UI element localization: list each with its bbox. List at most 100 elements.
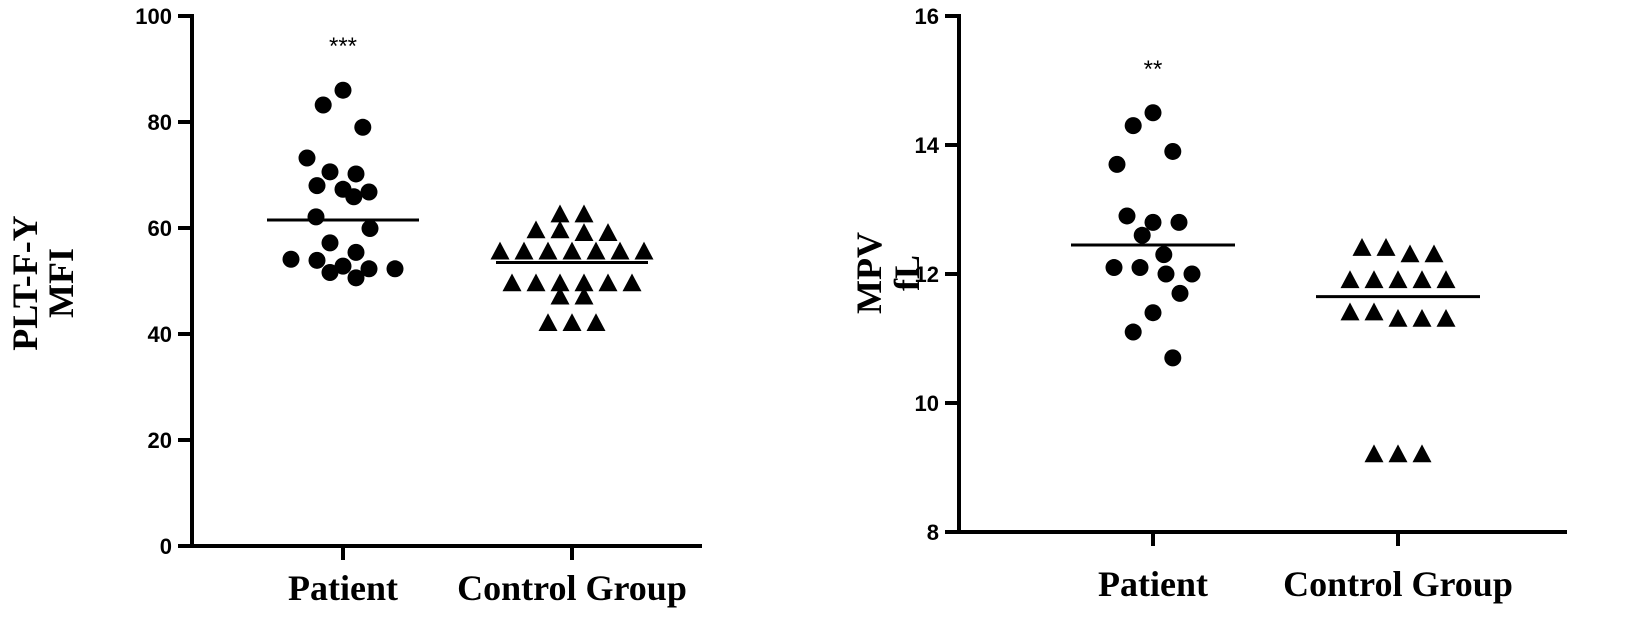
data-point-circle	[321, 163, 339, 181]
data-point-triangle	[1388, 444, 1408, 463]
data-point-triangle	[538, 241, 558, 260]
data-point-triangle	[1412, 270, 1432, 289]
y-axis-title-line: PLT-F-Y	[5, 215, 45, 350]
data-point-triangle	[1388, 308, 1408, 327]
data-point-circle	[347, 165, 365, 183]
y-tick-label: 100	[135, 4, 172, 29]
data-point-circle	[1108, 155, 1126, 173]
data-point-triangle	[1388, 270, 1408, 289]
data-point-triangle	[598, 223, 618, 241]
data-point-circle	[321, 264, 339, 282]
data-point-circle	[345, 188, 363, 206]
x-category-label: Patient	[288, 568, 398, 608]
data-point-circle	[1133, 226, 1151, 244]
data-point-triangle	[1376, 238, 1396, 256]
data-point-triangle	[550, 286, 570, 305]
data-point-triangle	[502, 273, 522, 292]
data-point-circle	[360, 260, 378, 278]
data-point-circle	[1131, 259, 1149, 277]
y-tick-label: 60	[148, 216, 172, 241]
y-tick-label: 16	[915, 4, 939, 29]
data-point-triangle	[1400, 244, 1420, 263]
data-point-circle	[1105, 259, 1123, 277]
data-point-triangle	[586, 313, 606, 332]
data-point-triangle	[550, 204, 570, 223]
x-category-label: Control Group	[457, 568, 687, 608]
data-point-circle	[1164, 349, 1182, 367]
data-point-circle	[282, 250, 300, 268]
data-point-triangle	[1340, 302, 1360, 321]
significance-label: ***	[329, 33, 357, 60]
x-category-label: Control Group	[1283, 564, 1513, 604]
data-point-triangle	[1412, 444, 1432, 463]
data-point-triangle	[574, 286, 594, 305]
y-tick-label: 12	[915, 262, 939, 287]
data-point-triangle	[1412, 308, 1432, 327]
data-point-circle	[354, 118, 372, 136]
data-point-triangle	[562, 313, 582, 332]
data-point-circle	[347, 269, 365, 287]
data-point-circle	[334, 81, 352, 99]
data-point-circle	[386, 260, 404, 278]
y-tick-label: 10	[915, 391, 939, 416]
data-point-circle	[314, 96, 332, 114]
data-point-triangle	[574, 223, 594, 241]
data-point-triangle	[1436, 308, 1456, 327]
data-point-circle	[308, 251, 326, 269]
data-point-circle	[1183, 265, 1201, 283]
data-point-circle	[1157, 265, 1175, 283]
data-point-triangle	[550, 273, 570, 292]
data-point-circle	[1170, 213, 1188, 231]
data-point-triangle	[1436, 270, 1456, 289]
data-point-circle	[1124, 323, 1142, 341]
y-tick-label: 14	[915, 133, 940, 158]
data-point-circle	[308, 177, 326, 195]
data-point-triangle	[1364, 302, 1384, 321]
y-tick-label: 80	[148, 110, 172, 135]
data-point-circle	[361, 220, 379, 238]
data-point-triangle	[622, 273, 642, 292]
y-tick-label: 8	[927, 520, 939, 545]
y-axis-title-line: MFI	[41, 248, 81, 318]
data-point-circle	[1155, 246, 1173, 264]
data-point-triangle	[526, 273, 546, 292]
data-point-triangle	[598, 273, 618, 292]
data-point-triangle	[586, 241, 606, 260]
data-point-circle	[1164, 142, 1182, 160]
data-point-circle	[298, 149, 316, 167]
data-point-triangle	[562, 241, 582, 260]
data-point-triangle	[514, 241, 534, 260]
y-tick-label: 20	[148, 428, 172, 453]
data-point-circle	[1124, 117, 1142, 135]
data-point-triangle	[526, 220, 546, 239]
data-point-triangle	[1364, 444, 1384, 463]
y-tick-label: 40	[148, 322, 172, 347]
data-point-triangle	[550, 220, 570, 239]
data-point-circle	[321, 234, 339, 252]
x-category-label: Patient	[1098, 564, 1208, 604]
data-point-circle	[1171, 284, 1189, 302]
data-point-triangle	[1364, 270, 1384, 289]
data-point-circle	[1144, 304, 1162, 322]
data-point-triangle	[1352, 238, 1372, 256]
significance-label: **	[1144, 56, 1163, 83]
data-point-circle	[1144, 104, 1162, 122]
data-point-circle	[360, 183, 378, 201]
data-point-circle	[307, 208, 325, 226]
data-point-triangle	[1340, 270, 1360, 289]
data-point-triangle	[538, 313, 558, 332]
data-point-triangle	[610, 241, 630, 260]
data-point-triangle	[1424, 244, 1444, 263]
data-point-circle	[334, 257, 352, 275]
data-point-triangle	[574, 273, 594, 292]
data-point-triangle	[574, 204, 594, 223]
data-point-circle	[1118, 207, 1136, 225]
data-point-circle	[347, 243, 365, 261]
data-point-triangle	[634, 241, 654, 260]
y-axis-title-line: fL	[887, 255, 927, 291]
